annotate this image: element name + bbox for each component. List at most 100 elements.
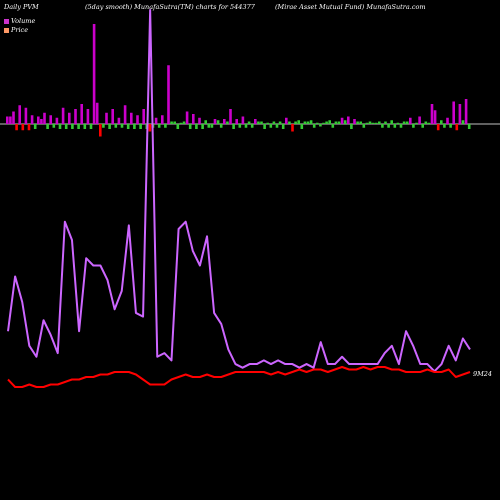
volume-bar	[64, 124, 68, 129]
volume-bar	[319, 124, 322, 127]
volume-bar	[154, 117, 158, 124]
volume-bar	[412, 124, 415, 128]
volume-bar	[436, 124, 440, 131]
volume-bar	[272, 121, 276, 124]
volume-bar	[213, 119, 217, 124]
volume-bar	[83, 124, 87, 129]
volume-bar	[105, 112, 108, 124]
volume-bar	[405, 121, 409, 124]
volume-bar	[188, 124, 192, 129]
volume-bar	[309, 120, 313, 124]
volume-bar	[176, 124, 180, 129]
volume-bar	[108, 124, 111, 129]
volume-bar	[241, 116, 245, 124]
volume-bar	[111, 109, 114, 124]
volume-bar	[126, 124, 130, 129]
volume-bar	[33, 124, 37, 129]
volume-bar	[430, 104, 434, 124]
volume-bar	[452, 101, 455, 124]
volume-bar	[440, 120, 443, 124]
volume-bar	[356, 121, 359, 124]
volume-bar	[229, 109, 232, 124]
volume-bar	[43, 112, 46, 124]
volume-bar	[148, 124, 152, 132]
volume-bar	[179, 122, 183, 124]
volume-bar	[250, 124, 254, 128]
volume-bar	[244, 124, 248, 128]
volume-bar	[371, 122, 375, 124]
chart-header-middle: (5day smooth) MunafaSutra(TM) charts for…	[85, 3, 255, 11]
volume-bar	[396, 122, 400, 124]
volume-bar	[182, 121, 186, 124]
volume-bar	[316, 122, 319, 124]
volume-bar	[142, 109, 145, 124]
volume-bar	[139, 124, 142, 129]
volume-bar	[254, 119, 257, 124]
volume-bar	[387, 124, 390, 128]
legend-volume: Volume	[4, 17, 35, 25]
volume-bar	[223, 119, 226, 124]
volume-bar	[46, 124, 49, 129]
volume-bar	[58, 124, 62, 129]
volume-bar	[102, 124, 105, 128]
volume-bar	[170, 121, 173, 124]
legend-price-label: Price	[11, 26, 29, 34]
volume-bar	[291, 124, 294, 132]
volume-bar	[415, 122, 418, 124]
volume-bar	[325, 121, 328, 124]
volume-bar	[285, 117, 288, 124]
volume-bar	[219, 124, 223, 128]
volume-bar	[362, 124, 366, 128]
volume-bar	[207, 124, 211, 128]
volume-bar	[340, 117, 344, 124]
volume-bar	[74, 109, 77, 124]
volume-bar	[114, 124, 118, 128]
chart-header-left: Daily PVM	[4, 3, 39, 11]
chart-header-right: (Mirae Asset Mutual Fund) MunafaSutra.co…	[275, 3, 426, 11]
volume-bar	[49, 115, 52, 124]
volume-bar	[61, 107, 65, 124]
volume-bar	[378, 121, 381, 124]
volume-bar	[247, 121, 251, 124]
volume-bar	[374, 122, 378, 124]
volume-bar	[303, 121, 307, 124]
volume-bar	[55, 117, 59, 124]
volume-bar	[15, 124, 18, 131]
volume-bar	[350, 124, 353, 129]
legend-volume-label: Volume	[11, 17, 36, 25]
volume-bar	[204, 120, 207, 124]
volume-bar	[381, 124, 384, 128]
volume-bar	[130, 112, 133, 124]
volume-bar	[86, 109, 90, 124]
volume-bar	[343, 120, 347, 124]
volume-bar	[80, 104, 83, 124]
volume-bar	[331, 124, 335, 128]
volume-bar	[201, 124, 204, 129]
volume-bar	[117, 117, 121, 124]
volume-bar	[260, 121, 263, 124]
volume-bar	[164, 124, 167, 128]
volume-bar	[99, 124, 102, 137]
volume-line	[7, 9, 471, 373]
volume-bar	[393, 124, 397, 128]
volume-bar	[92, 24, 96, 124]
volume-bar	[269, 124, 273, 128]
volume-bar	[232, 124, 235, 129]
volume-bar	[409, 117, 412, 124]
volume-bar	[365, 122, 369, 124]
volume-bar	[359, 121, 362, 124]
volume-bar	[424, 121, 428, 124]
legend-price: Price	[4, 26, 28, 34]
volume-bar	[257, 121, 260, 124]
volume-bar	[402, 121, 406, 124]
volume-bar	[40, 119, 43, 124]
volume-bar	[27, 124, 31, 131]
volume-bar	[133, 124, 136, 129]
volume-bar	[185, 111, 189, 124]
price-line	[7, 366, 471, 388]
volume-bar	[263, 124, 266, 129]
volume-bar	[173, 121, 176, 124]
volume-bar	[300, 124, 304, 129]
volume-bar	[384, 121, 387, 124]
